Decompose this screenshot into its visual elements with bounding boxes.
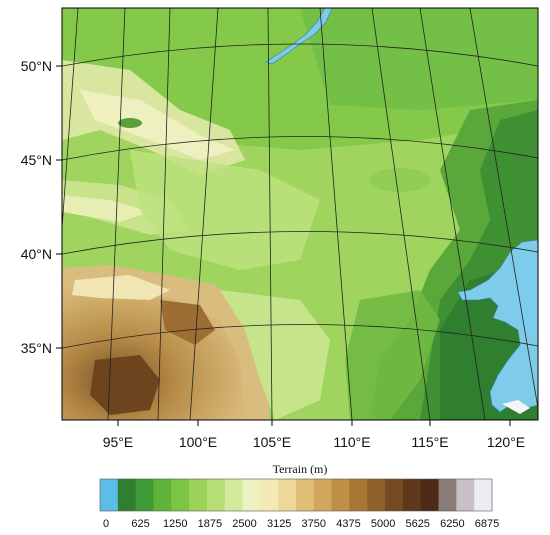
lat-label: 45°N <box>21 152 52 168</box>
colorbar-swatch <box>474 479 493 511</box>
map-graticule <box>62 8 538 420</box>
parallel-45N <box>62 136 538 161</box>
colorbar-swatch <box>171 479 190 511</box>
meridian-100E <box>189 8 219 420</box>
colorbar-swatch <box>402 479 422 511</box>
longitude-labels: 95°E 100°E 105°E 110°E 115°E 120°E <box>103 434 525 450</box>
lon-label: 110°E <box>333 434 370 450</box>
parallel-35N <box>62 324 538 349</box>
colorbar-title: Terrain (m) <box>273 462 328 476</box>
colorbar-swatch <box>260 479 279 511</box>
colorbar-swatch <box>100 479 119 511</box>
colorbar-swatch <box>242 479 261 511</box>
map-frame <box>61 7 539 421</box>
lon-label: 100°E <box>179 434 217 450</box>
colorbar-swatch <box>278 479 297 511</box>
lon-label: 120°E <box>487 434 525 450</box>
lake-baikal <box>265 8 333 65</box>
colorbar-swatch <box>456 479 475 511</box>
colorbar-swatch <box>189 479 208 511</box>
colorbar-tick-label: 4375 <box>336 518 360 530</box>
colorbar-swatch <box>135 479 155 511</box>
colorbar-swatch <box>206 479 226 511</box>
colorbar-swatches <box>100 479 493 511</box>
colorbar-swatch <box>385 479 404 511</box>
terrain-raster <box>62 8 538 420</box>
colorbar: Terrain (m) 0 625 1250 1875 2500 3125 3750 4375… <box>99 462 499 530</box>
colorbar-swatch <box>367 479 386 511</box>
parallel-50N <box>62 43 538 67</box>
latitude-labels: 50°N 45°N 40°N 35°N <box>21 58 52 356</box>
colorbar-swatch <box>438 479 457 511</box>
colorbar-swatch <box>224 479 244 511</box>
colorbar-tick-label: 5625 <box>405 518 429 530</box>
colorbar-tick-label: 625 <box>131 518 149 530</box>
colorbar-tick-label: 5000 <box>371 518 395 530</box>
meridian-110E <box>319 8 353 420</box>
colorbar-swatch <box>349 479 368 511</box>
colorbar-tick-label: 6875 <box>475 518 499 530</box>
colorbar-swatch <box>313 479 333 511</box>
lat-label: 40°N <box>21 246 52 262</box>
colorbar-frame <box>99 478 493 512</box>
parallel-40N <box>62 231 538 255</box>
lat-label: 50°N <box>21 58 52 74</box>
colorbar-tick-label: 0 <box>103 518 109 530</box>
meridian-95E <box>107 8 126 420</box>
lon-label: 105°E <box>253 434 291 450</box>
colorbar-swatch <box>153 479 172 511</box>
meridian-120E <box>469 8 538 411</box>
colorbar-tick-label: 2500 <box>232 518 256 530</box>
meridian-105E <box>267 8 273 420</box>
colorbar-swatch <box>296 479 315 511</box>
colorbar-tick-label: 3125 <box>267 518 291 530</box>
colorbar-tick-label: 6250 <box>440 518 464 530</box>
colorbar-tick-label: 1875 <box>198 518 222 530</box>
sea-water <box>457 239 538 413</box>
colorbar-tick-label: 3750 <box>302 518 326 530</box>
colorbar-swatch <box>331 479 351 511</box>
colorbar-swatch <box>117 479 137 511</box>
lon-label: 115°E <box>411 434 448 450</box>
colorbar-tick-labels: 0 625 1250 1875 2500 3125 3750 4375 5000 5625 6250… <box>103 518 499 530</box>
axis-ticks <box>56 65 511 426</box>
meridian-115E <box>371 8 431 420</box>
colorbar-swatch <box>420 479 440 511</box>
colorbar-tick-label: 1250 <box>163 518 187 530</box>
lat-label: 35°N <box>21 340 52 356</box>
lon-label: 95°E <box>103 434 134 450</box>
